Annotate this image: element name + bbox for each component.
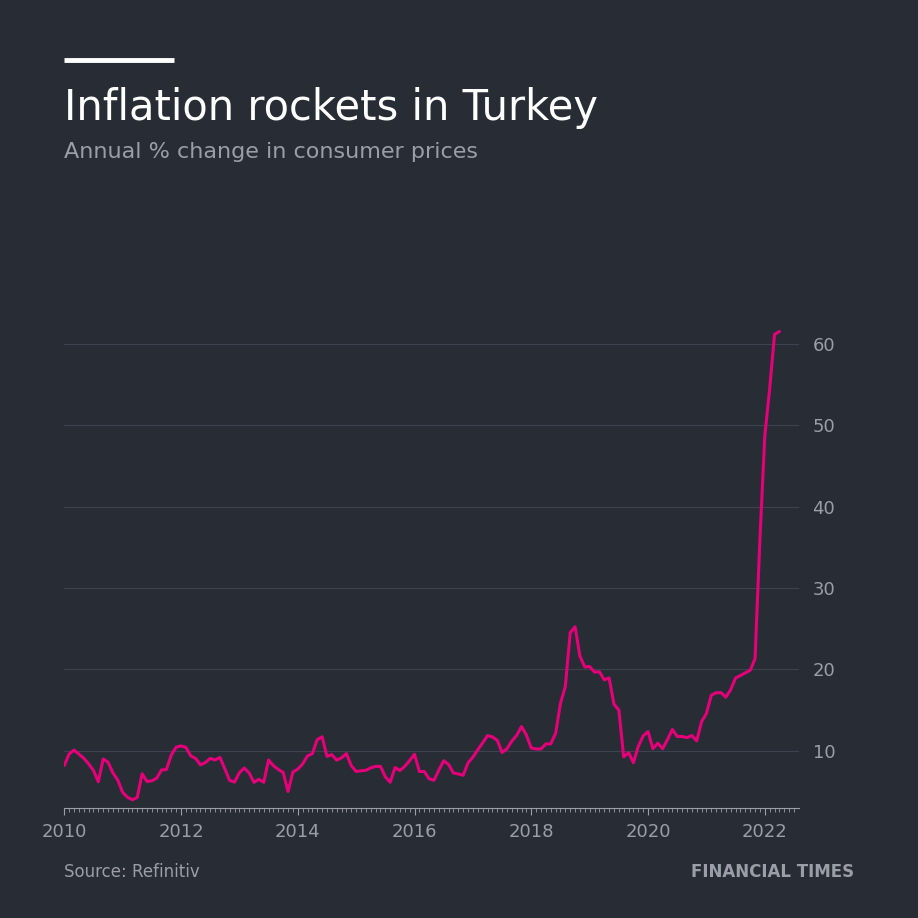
- Text: FINANCIAL TIMES: FINANCIAL TIMES: [690, 863, 854, 881]
- Text: Annual % change in consumer prices: Annual % change in consumer prices: [64, 142, 478, 162]
- Text: Source: Refinitiv: Source: Refinitiv: [64, 863, 200, 881]
- Text: Inflation rockets in Turkey: Inflation rockets in Turkey: [64, 87, 599, 129]
